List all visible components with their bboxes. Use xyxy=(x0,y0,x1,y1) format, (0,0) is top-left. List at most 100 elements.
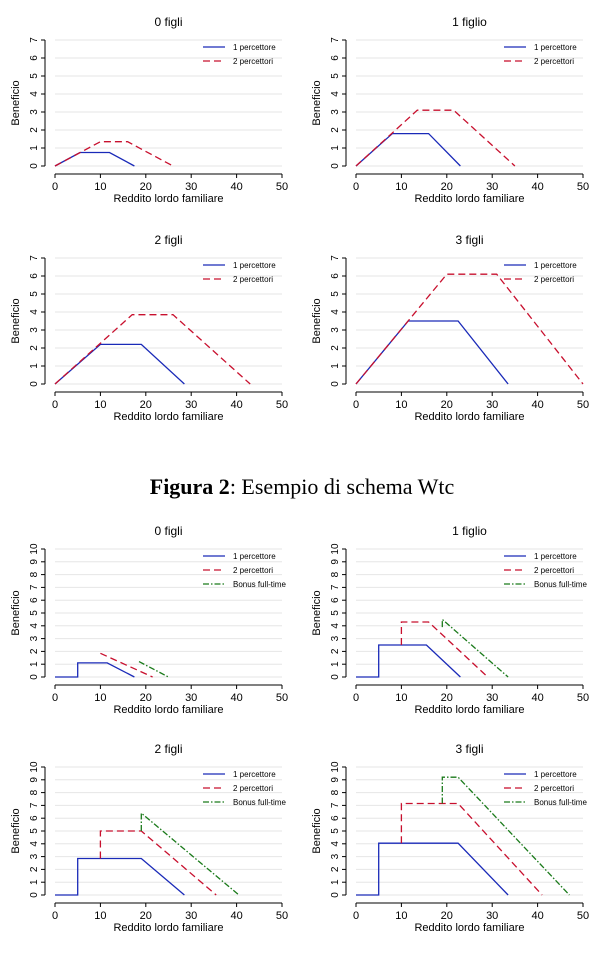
legend-label: 1 percettore xyxy=(233,261,276,270)
x-axis-label: Reddito lordo familiare xyxy=(113,411,223,423)
legend-label: Bonus full-time xyxy=(534,580,587,589)
y-tick-label: 7 xyxy=(330,802,341,808)
legend-label: 1 percettore xyxy=(534,552,577,561)
y-tick-label: 9 xyxy=(330,559,341,565)
y-axis-label: Beneficio xyxy=(10,80,22,125)
y-tick-label: 3 xyxy=(29,327,40,333)
y-tick-label: 5 xyxy=(29,828,40,834)
y-tick-label: 1 xyxy=(330,145,341,151)
y-tick-label: 6 xyxy=(330,815,341,821)
y-tick-label: 2 xyxy=(330,866,341,872)
series-line xyxy=(54,141,174,167)
x-tick-label: 40 xyxy=(230,692,242,704)
x-tick-label: 10 xyxy=(395,181,407,193)
y-tick-label: 4 xyxy=(330,841,341,847)
y-tick-label: 2 xyxy=(330,648,341,654)
x-tick-label: 20 xyxy=(140,399,152,411)
y-tick-label: 4 xyxy=(29,841,40,847)
x-tick-label: 50 xyxy=(577,910,589,922)
y-tick-label: 7 xyxy=(330,584,341,590)
series-line xyxy=(54,314,251,385)
legend-label: Bonus full-time xyxy=(233,798,286,807)
x-tick-label: 50 xyxy=(577,692,589,704)
x-tick-label: 30 xyxy=(486,399,498,411)
x-tick-label: 10 xyxy=(94,910,106,922)
x-tick-label: 10 xyxy=(395,692,407,704)
chart-title: 3 figli xyxy=(455,742,483,756)
legend-label: 1 percettore xyxy=(233,552,276,561)
chart-title: 3 figli xyxy=(455,233,483,247)
x-tick-label: 30 xyxy=(185,399,197,411)
x-tick-label: 40 xyxy=(230,399,242,411)
x-tick-label: 50 xyxy=(276,910,288,922)
x-tick-label: 0 xyxy=(353,399,359,411)
y-tick-label: 1 xyxy=(330,661,341,667)
x-tick-label: 10 xyxy=(395,399,407,411)
y-tick-label: 8 xyxy=(330,789,341,795)
y-tick-label: 5 xyxy=(330,828,341,834)
x-tick-label: 0 xyxy=(52,692,58,704)
y-tick-label: 5 xyxy=(29,73,40,79)
series-line xyxy=(355,273,584,385)
y-tick-label: 0 xyxy=(330,674,341,680)
y-tick-label: 7 xyxy=(29,802,40,808)
y-tick-label: 9 xyxy=(330,777,341,783)
y-tick-label: 1 xyxy=(29,661,40,667)
y-tick-label: 7 xyxy=(29,584,40,590)
y-tick-label: 4 xyxy=(330,91,341,97)
x-axis-label: Reddito lordo familiare xyxy=(113,704,223,716)
x-tick-label: 40 xyxy=(230,181,242,193)
y-axis-label: Beneficio xyxy=(10,808,22,853)
chart-title: 2 figli xyxy=(154,742,182,756)
series-line xyxy=(356,644,461,678)
x-tick-label: 20 xyxy=(140,692,152,704)
chart-title: 0 figli xyxy=(154,524,182,538)
series-line xyxy=(441,617,509,678)
series-line xyxy=(355,320,509,385)
y-tick-label: 8 xyxy=(330,571,341,577)
y-tick-label: 4 xyxy=(330,623,341,629)
y-tick-label: 3 xyxy=(330,109,341,115)
series-line xyxy=(355,132,461,167)
series-line xyxy=(140,811,240,896)
y-axis-label: Beneficio xyxy=(10,298,22,343)
y-tick-label: 4 xyxy=(29,623,40,629)
chart-panel: 3 figli 0 1 2 3 4 5 6 7 Beneficio 0 10 20 30 40 50 Reddi… xyxy=(311,233,589,423)
x-tick-label: 0 xyxy=(353,181,359,193)
x-tick-label: 30 xyxy=(185,692,197,704)
chart-title: 1 figlio xyxy=(452,15,487,29)
y-tick-label: 5 xyxy=(330,73,341,79)
y-axis-label: Beneficio xyxy=(311,80,323,125)
x-tick-label: 40 xyxy=(531,399,543,411)
y-tick-label: 0 xyxy=(330,381,341,387)
x-tick-label: 0 xyxy=(52,181,58,193)
legend-label: Bonus full-time xyxy=(233,580,286,589)
x-tick-label: 30 xyxy=(486,692,498,704)
x-tick-label: 10 xyxy=(395,910,407,922)
legend-label: 1 percettore xyxy=(534,43,577,52)
y-tick-label: 5 xyxy=(330,610,341,616)
y-tick-label: 0 xyxy=(29,674,40,680)
x-tick-label: 0 xyxy=(353,910,359,922)
x-tick-label: 50 xyxy=(276,181,288,193)
y-tick-label: 5 xyxy=(29,291,40,297)
chart-panel: 1 figlio 0 1 2 3 4 5 6 7 Beneficio 0 10 20 30 40 50 Redd… xyxy=(311,15,589,205)
x-tick-label: 10 xyxy=(94,692,106,704)
x-tick-label: 30 xyxy=(486,181,498,193)
y-tick-label: 4 xyxy=(29,91,40,97)
y-axis-label: Beneficio xyxy=(311,590,323,635)
legend-label: 1 percettore xyxy=(233,770,276,779)
x-tick-label: 20 xyxy=(441,910,453,922)
legend-label: 2 percettori xyxy=(233,566,273,575)
legend-label: 2 percettori xyxy=(534,57,574,66)
y-tick-label: 8 xyxy=(29,789,40,795)
x-tick-label: 10 xyxy=(94,399,106,411)
y-tick-label: 10 xyxy=(330,543,341,555)
y-tick-label: 0 xyxy=(29,892,40,898)
y-tick-label: 7 xyxy=(330,37,341,43)
legend-label: 2 percettori xyxy=(233,57,273,66)
y-tick-label: 6 xyxy=(330,273,341,279)
x-tick-label: 20 xyxy=(441,181,453,193)
y-tick-label: 3 xyxy=(330,853,341,859)
